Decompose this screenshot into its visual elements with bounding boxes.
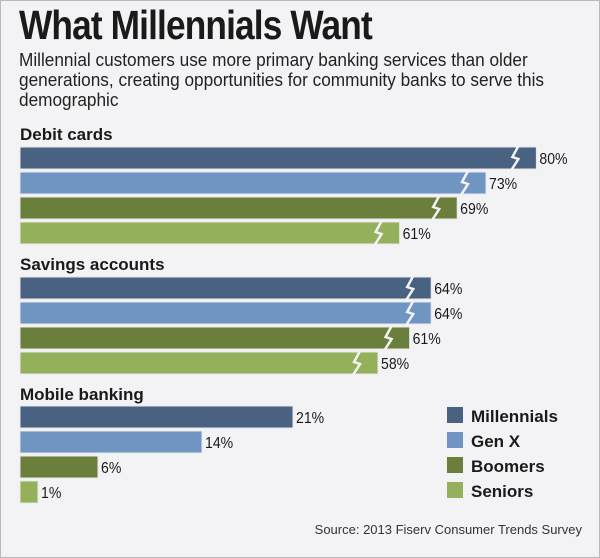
bar-gen-x <box>19 430 203 454</box>
data-label: 21% <box>296 409 324 427</box>
axis-break-mark <box>383 325 394 351</box>
category-label: Mobile banking <box>20 385 144 404</box>
bar-boomers <box>19 326 411 350</box>
data-label: 61% <box>403 225 431 243</box>
data-label: 61% <box>413 330 441 348</box>
bar-millennials <box>19 146 537 170</box>
legend-swatch <box>447 407 463 423</box>
bar-millennials <box>19 276 432 300</box>
bar-millennials <box>19 405 294 429</box>
bar-gen-x <box>19 301 432 325</box>
chart-subtitle: Millennial customers use more primary ba… <box>19 49 545 110</box>
data-label: 64% <box>434 280 462 298</box>
legend-label: Gen X <box>471 432 521 451</box>
axis-break-mark <box>459 170 470 196</box>
axis-break-mark <box>431 195 442 221</box>
category-label: Savings accounts <box>20 255 165 274</box>
bar-gen-x <box>19 171 487 195</box>
legend-swatch <box>447 432 463 448</box>
data-label: 58% <box>381 355 409 373</box>
data-label: 14% <box>205 434 233 452</box>
legend-label: Millennials <box>471 407 558 426</box>
bar-boomers <box>19 196 458 220</box>
bar-seniors <box>19 221 401 245</box>
data-label: 6% <box>101 459 121 477</box>
category-label: Debit cards <box>20 125 113 144</box>
bar-seniors <box>19 480 39 504</box>
legend-swatch <box>447 457 463 473</box>
data-label: 1% <box>41 484 61 502</box>
axis-break-mark <box>405 275 416 301</box>
data-label: 69% <box>460 200 488 218</box>
chart-title: What Millennials Want <box>19 2 373 48</box>
data-label: 80% <box>539 150 567 168</box>
source-note: Source: 2013 Fiserv Consumer Trends Surv… <box>314 522 582 537</box>
legend-label: Seniors <box>471 482 533 501</box>
axis-break-mark <box>351 350 362 376</box>
bar-seniors <box>19 351 379 375</box>
axis-break-mark <box>373 220 384 246</box>
bar-boomers <box>19 455 99 479</box>
data-label: 64% <box>434 305 462 323</box>
legend-swatch <box>447 482 463 498</box>
data-label: 73% <box>489 175 517 193</box>
legend-label: Boomers <box>471 457 545 476</box>
axis-break-mark <box>510 145 521 171</box>
axis-break-mark <box>405 300 416 326</box>
